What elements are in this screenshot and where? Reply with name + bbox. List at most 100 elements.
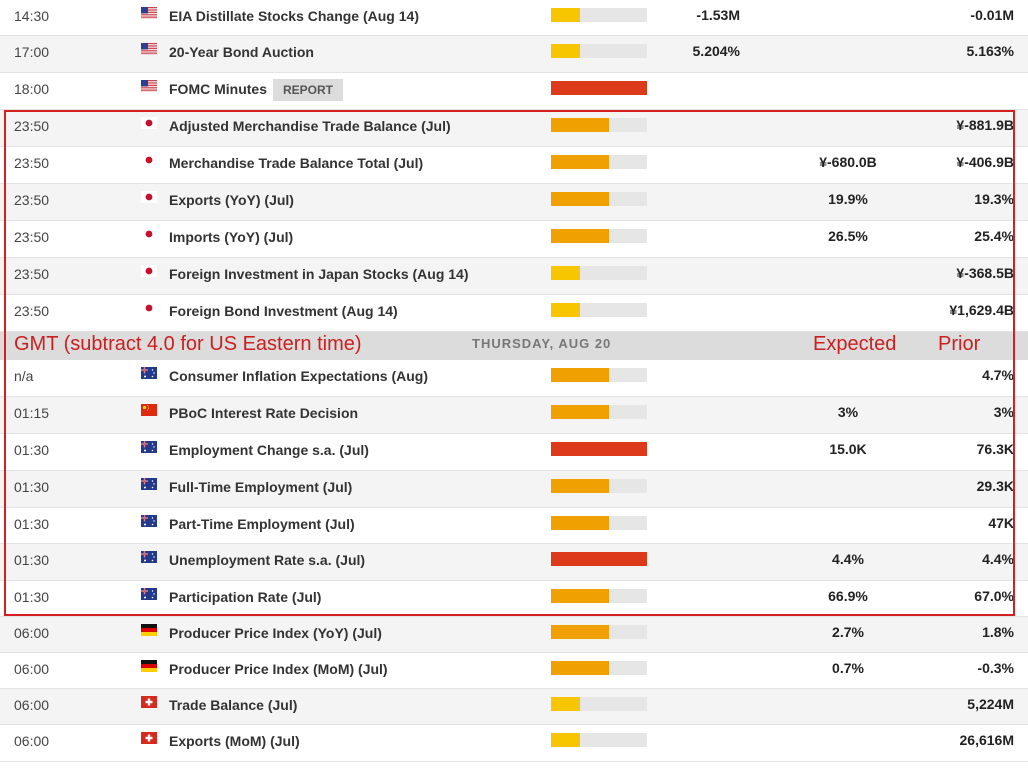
previous-value: ¥-406.9B	[956, 154, 1014, 170]
calendar-row[interactable]: 06:00 Trade Balance (Jul) 5,224M	[0, 689, 1028, 725]
event-name[interactable]: Foreign Investment in Japan Stocks (Aug …	[169, 258, 469, 290]
impact-bar-fill	[551, 192, 609, 206]
event-name[interactable]: Exports (YoY) (Jul)	[169, 184, 294, 216]
event-name[interactable]: Merchandise Trade Balance Total (Jul)	[169, 147, 423, 179]
calendar-row[interactable]: 23:50 Foreign Investment in Japan Stocks …	[0, 258, 1028, 295]
calendar-row[interactable]: 23:50 Foreign Bond Investment (Aug 14) ¥1,…	[0, 295, 1028, 332]
previous-value: 3%	[993, 404, 1014, 420]
event-time: 06:00	[14, 697, 50, 713]
previous-value: 76.3K	[976, 441, 1014, 457]
calendar-row[interactable]: 23:50 Adjusted Merchandise Trade Balance …	[0, 110, 1028, 147]
impact-bar	[551, 155, 647, 169]
date-header: THURSDAY, AUG 20	[472, 336, 612, 351]
event-name[interactable]: Producer Price Index (YoY) (Jul)	[169, 617, 382, 649]
event-name-text: Producer Price Index (YoY) (Jul)	[169, 625, 382, 641]
previous-value: 19.3%	[974, 191, 1014, 207]
event-name-text: PBoC Interest Rate Decision	[169, 405, 359, 421]
event-name[interactable]: Producer Price Index (MoM) (Jul)	[169, 653, 388, 685]
impact-bar-fill	[551, 516, 609, 530]
event-name[interactable]: 20-Year Bond Auction	[169, 36, 314, 68]
event-name-text: Merchandise Trade Balance Total (Jul)	[169, 155, 424, 171]
impact-bar	[551, 697, 647, 711]
actual-value: 5.204%	[692, 43, 740, 59]
impact-bar	[551, 733, 647, 747]
calendar-row[interactable]: 01:30 Employment Change s.a. (Jul) 15.0K 76…	[0, 434, 1028, 471]
event-name[interactable]: EIA Distillate Stocks Change (Aug 14)	[169, 0, 419, 32]
impact-bar	[551, 44, 647, 58]
calendar-row[interactable]: 23:50 Merchandise Trade Balance Total (Ju…	[0, 147, 1028, 184]
forecast-value: 4.4%	[832, 551, 864, 567]
previous-value: 5.163%	[966, 43, 1014, 59]
calendar-row[interactable]: 18:00 FOMC Minutes REPORT	[0, 73, 1028, 110]
expected-label: Expected	[813, 333, 897, 355]
event-name-text: 20-Year Bond Auction	[169, 44, 314, 60]
impact-bar	[551, 8, 647, 22]
event-name-text: Unemployment Rate s.a. (Jul)	[169, 552, 366, 568]
calendar-row[interactable]: n/a Consumer Inflation Expectations (Aug)…	[0, 360, 1028, 397]
event-name[interactable]: Imports (YoY) (Jul)	[169, 221, 293, 253]
forecast-value: 26.5%	[828, 228, 868, 244]
report-button[interactable]: REPORT	[273, 79, 344, 102]
impact-bar-fill	[551, 625, 609, 639]
impact-bar	[551, 589, 647, 603]
impact-bar-fill	[551, 479, 609, 493]
event-name-text: Producer Price Index (MoM) (Jul)	[169, 661, 388, 677]
event-time: 06:00	[14, 661, 50, 677]
event-time: 01:30	[14, 552, 50, 568]
calendar-row[interactable]: 01:30 Part-Time Employment (Jul) 47K	[0, 508, 1028, 544]
event-name[interactable]: Trade Balance (Jul)	[169, 689, 297, 721]
event-name-text: Consumer Inflation Expectations (Aug)	[169, 368, 429, 384]
event-time: 18:00	[14, 81, 50, 97]
impact-bar-fill	[551, 442, 647, 456]
event-time: 23:50	[14, 118, 50, 134]
event-time: 01:30	[14, 479, 50, 495]
event-name[interactable]: Part-Time Employment (Jul)	[169, 508, 355, 540]
event-time: 17:00	[14, 44, 50, 60]
event-time: 01:15	[14, 405, 50, 421]
event-time: 06:00	[14, 733, 50, 749]
impact-bar	[551, 552, 647, 566]
calendar-row[interactable]: 01:30 Participation Rate (Jul) 66.9% 67.0%	[0, 581, 1028, 617]
impact-bar-fill	[551, 81, 647, 95]
previous-value: -0.01M	[970, 7, 1014, 23]
event-name[interactable]: Full-Time Employment (Jul)	[169, 471, 352, 503]
calendar-row[interactable]: 01:15 PBoC Interest Rate Decision 3% 3%	[0, 397, 1028, 434]
event-name[interactable]: PBoC Interest Rate Decision	[169, 397, 358, 429]
event-name-text: Exports (YoY) (Jul)	[169, 192, 294, 208]
event-name-text: Part-Time Employment (Jul)	[169, 516, 355, 532]
impact-bar	[551, 368, 647, 382]
event-name[interactable]: Foreign Bond Investment (Aug 14)	[169, 295, 398, 327]
forecast-value: 15.0K	[829, 441, 867, 457]
calendar-row[interactable]: 23:50 Exports (YoY) (Jul) 19.9% 19.3%	[0, 184, 1028, 221]
calendar-row[interactable]: 06:00 Producer Price Index (YoY) (Jul) 2.7…	[0, 617, 1028, 653]
actual-value: -1.53M	[696, 7, 740, 23]
event-name[interactable]: FOMC Minutes REPORT	[169, 73, 344, 105]
event-name[interactable]: Exports (MoM) (Jul)	[169, 725, 300, 757]
calendar-row[interactable]: 01:30 Unemployment Rate s.a. (Jul) 4.4% 4.4…	[0, 544, 1028, 581]
calendar-row[interactable]: 17:00 20-Year Bond Auction 5.204% 5.163%	[0, 36, 1028, 73]
impact-bar	[551, 405, 647, 419]
impact-bar-fill	[551, 118, 609, 132]
impact-bar	[551, 192, 647, 206]
calendar-row[interactable]: 06:00 Producer Price Index (MoM) (Jul) 0.7…	[0, 653, 1028, 689]
forecast-value: 0.7%	[832, 660, 864, 676]
previous-value: 29.3K	[976, 478, 1014, 494]
event-name[interactable]: Participation Rate (Jul)	[169, 581, 321, 613]
impact-bar-fill	[551, 303, 580, 317]
calendar-row[interactable]: 23:50 Imports (YoY) (Jul) 26.5% 25.4%	[0, 221, 1028, 258]
previous-value: 47K	[988, 515, 1014, 531]
impact-bar	[551, 303, 647, 317]
impact-bar-fill	[551, 155, 609, 169]
event-name[interactable]: Consumer Inflation Expectations (Aug)	[169, 360, 428, 392]
event-name[interactable]: Unemployment Rate s.a. (Jul)	[169, 544, 365, 576]
event-name[interactable]: Adjusted Merchandise Trade Balance (Jul)	[169, 110, 451, 142]
event-time: 23:50	[14, 266, 50, 282]
calendar-row[interactable]: 01:30 Full-Time Employment (Jul) 29.3K	[0, 471, 1028, 508]
forecast-value: 66.9%	[828, 588, 868, 604]
event-name[interactable]: Employment Change s.a. (Jul)	[169, 434, 369, 466]
calendar-row[interactable]: 06:00 Exports (MoM) (Jul) 26,616M	[0, 725, 1028, 762]
previous-value: ¥1,629.4B	[949, 302, 1014, 318]
impact-bar-fill	[551, 405, 609, 419]
calendar-row[interactable]: 14:30 EIA Distillate Stocks Change (Aug 1…	[0, 0, 1028, 36]
previous-value: 4.4%	[982, 551, 1014, 567]
